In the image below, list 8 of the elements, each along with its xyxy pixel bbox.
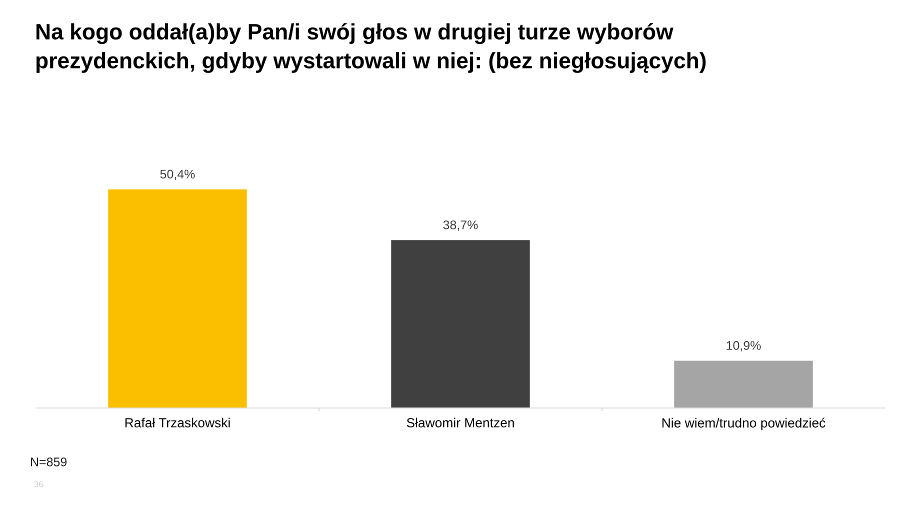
- data-label: 10,9%: [726, 341, 761, 352]
- text: N=859: [31, 458, 67, 466]
- data-label: 38,7%: [443, 220, 478, 231]
- data-label: 50,4%: [160, 170, 195, 180]
- x-tick-label: Sławomir Mentzen: [406, 418, 514, 428]
- chart-title: Na kogo oddał(a)by Pan/i swój głos w drugiej turze wyborów prezydenckich, gdyby wystartowali w niej: (bez niegłosujących): [36, 23, 706, 73]
- x-tick-label: Nie wiem/trudno powiedzieć: [662, 418, 826, 430]
- x-tick-label: Rafał Trzaskowski: [125, 418, 230, 428]
